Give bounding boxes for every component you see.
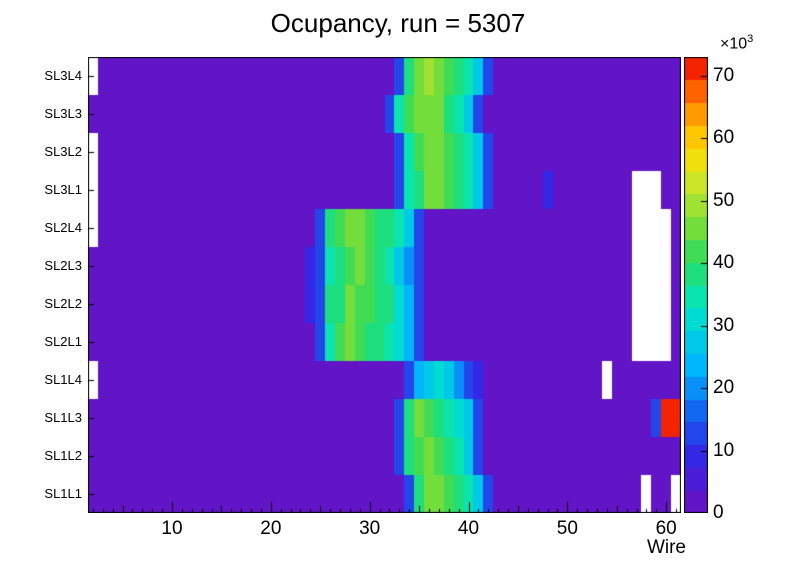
- colorbar-tick-label: 30: [713, 314, 735, 336]
- x-axis-tick-label: 30: [359, 518, 381, 539]
- colorbar-tick-label: 40: [713, 252, 735, 274]
- y-axis-label: SL3L1: [44, 182, 82, 197]
- colorbar-tick-label: 50: [713, 189, 735, 211]
- y-axis-label: SL2L1: [44, 334, 82, 349]
- x-axis-tick-label: 10: [161, 518, 183, 539]
- colorbar-tick-label: 0: [713, 502, 724, 523]
- colorbar-exponent-label: ×103: [720, 33, 753, 53]
- y-axis-label: SL1L4: [44, 372, 82, 387]
- y-axis-label: SL1L1: [44, 486, 82, 501]
- y-axis-label: SL3L4: [44, 68, 82, 83]
- y-axis-label: SL3L2: [44, 144, 82, 159]
- exponent-value: 3: [747, 33, 754, 45]
- heatmap-canvas: [88, 57, 681, 513]
- y-axis-label: SL3L3: [44, 106, 82, 121]
- colorbar-tick-label: 10: [713, 439, 735, 461]
- y-axis-label: SL2L3: [44, 258, 82, 273]
- colorbar-tick-label: 70: [713, 64, 735, 86]
- plot-area: [88, 57, 681, 513]
- x-axis-tick-label: 50: [556, 518, 578, 539]
- y-axis-label: SL2L4: [44, 220, 82, 235]
- chart-title: Ocupancy, run = 5307: [270, 8, 526, 38]
- colorbar-canvas: [684, 57, 708, 513]
- colorbar: [684, 57, 708, 513]
- x-axis-tick-label: 40: [457, 518, 480, 539]
- colorbar-tick-label: 60: [713, 127, 735, 149]
- x-axis-tick-label: 60: [655, 518, 677, 539]
- y-axis-label: SL2L2: [44, 296, 82, 311]
- x-axis-tick-label: 20: [260, 518, 282, 539]
- y-axis-label: SL1L2: [44, 448, 82, 463]
- x-axis-title: Wire: [646, 537, 686, 558]
- y-axis-label: SL1L3: [44, 410, 82, 425]
- exponent-multiplier: ×10: [720, 35, 748, 53]
- colorbar-tick-label: 20: [713, 377, 735, 399]
